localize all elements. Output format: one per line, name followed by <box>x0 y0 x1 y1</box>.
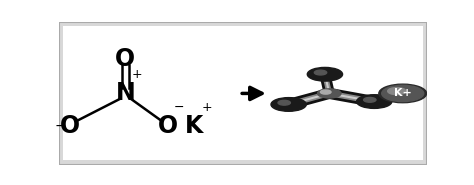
Circle shape <box>382 85 424 102</box>
Text: O: O <box>115 47 136 71</box>
Text: N: N <box>116 81 135 105</box>
Circle shape <box>364 97 376 102</box>
Text: K+: K+ <box>394 88 411 98</box>
Circle shape <box>314 70 327 75</box>
Circle shape <box>320 90 331 94</box>
Circle shape <box>271 98 306 111</box>
Text: K: K <box>185 114 204 138</box>
Text: −: − <box>54 119 66 133</box>
Circle shape <box>307 67 343 81</box>
Text: O: O <box>60 114 80 138</box>
Circle shape <box>379 84 427 103</box>
Circle shape <box>318 89 341 98</box>
Circle shape <box>356 95 392 108</box>
Text: +: + <box>132 68 143 81</box>
Text: −: − <box>174 101 185 114</box>
Text: +: + <box>201 101 212 114</box>
Circle shape <box>278 100 291 105</box>
Text: O: O <box>157 114 178 138</box>
Circle shape <box>388 88 406 95</box>
